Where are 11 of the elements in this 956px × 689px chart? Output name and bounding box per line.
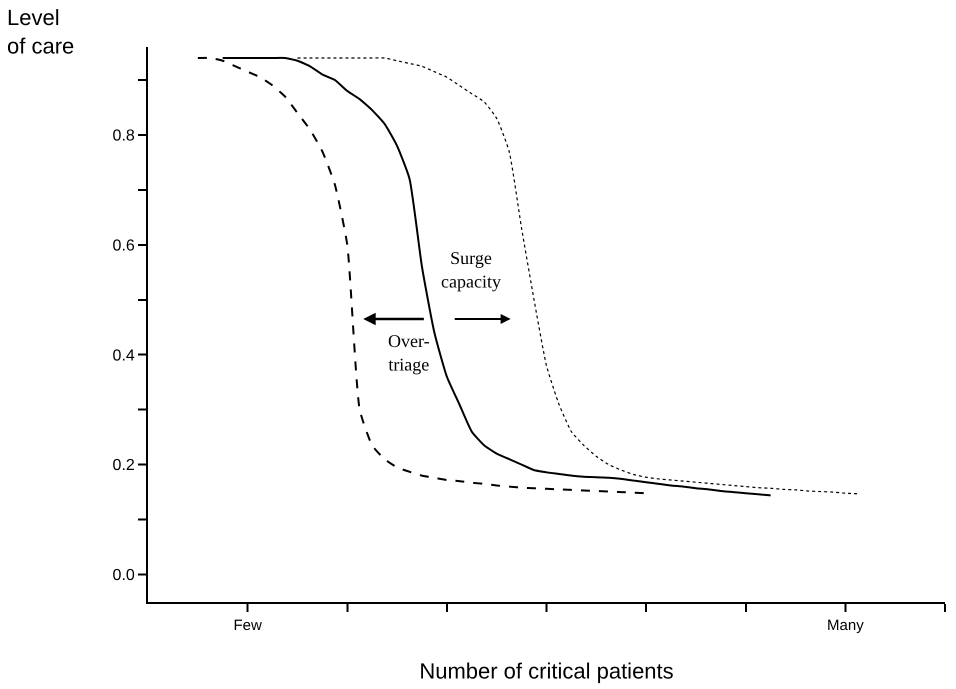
x-tick-label: Many xyxy=(827,617,864,634)
y-tick-label: 0.6 xyxy=(112,237,135,254)
x-axis-title: Number of critical patients xyxy=(419,658,674,684)
x-tick-label: Few xyxy=(233,617,262,634)
y-tick-label: 0.2 xyxy=(112,457,135,474)
annotation: Over- triage xyxy=(388,331,430,374)
y-tick-label: 0.8 xyxy=(112,128,135,145)
y-tick-label: 0.4 xyxy=(112,347,135,364)
y-tick-label: 0.0 xyxy=(112,567,135,584)
y-axis-title: Level of care xyxy=(7,5,74,59)
annotation: Surge capacity xyxy=(441,248,501,292)
